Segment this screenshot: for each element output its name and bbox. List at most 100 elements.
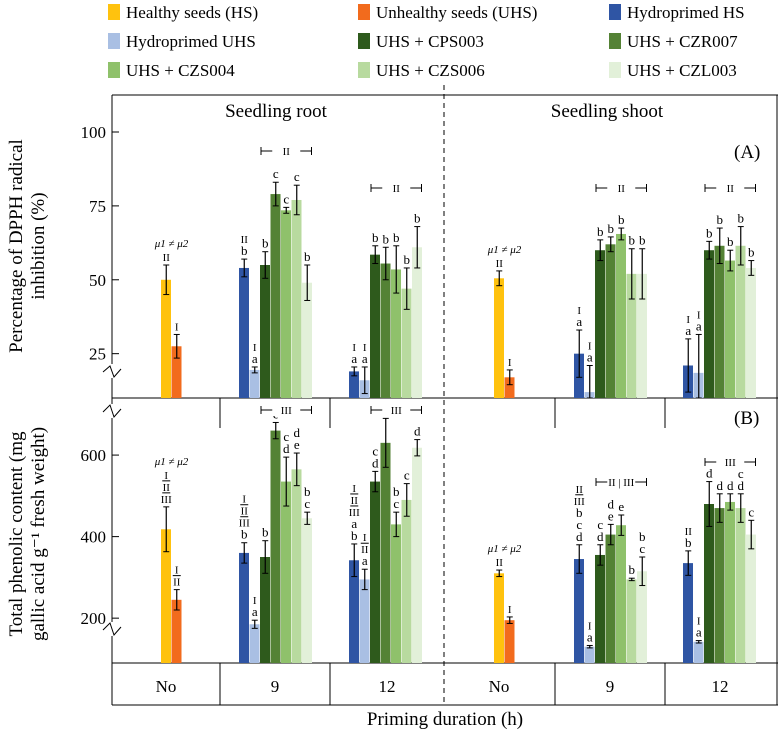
letter-label: c — [273, 166, 279, 181]
bar-shoot-12-czl003 — [746, 534, 756, 663]
roman-label: I — [352, 483, 356, 495]
axis-break-top — [102, 364, 122, 378]
letter-label: d — [414, 424, 421, 439]
letter-label: a — [696, 318, 702, 333]
letter-label: d — [372, 455, 379, 470]
letter-label: c — [748, 504, 754, 519]
bar-shoot-9-cps003 — [595, 554, 605, 663]
bar-root-12-hpuhs — [359, 579, 370, 663]
roman-label: II — [173, 577, 181, 589]
roman-label: I — [352, 342, 356, 354]
legend-label-hphs: Hydroprimed HS — [627, 3, 745, 22]
roman-label: I — [175, 321, 179, 333]
letter-label: b — [639, 529, 646, 544]
letter-label: c — [283, 191, 289, 206]
bar-shoot-9-czs004 — [616, 233, 626, 398]
letter-label: d — [597, 529, 604, 544]
column-title-root: Seedling root — [225, 101, 328, 122]
bar-root-12-czs004 — [391, 269, 401, 398]
bar-shoot-9-cps003 — [595, 250, 605, 398]
x-tick-shoot-9: 9 — [606, 677, 615, 696]
legend-swatch-cps003 — [358, 33, 370, 49]
letter-label: b — [351, 528, 358, 543]
roman-label: III — [574, 496, 585, 508]
letter-label: a — [587, 629, 593, 644]
letter-label: d — [576, 529, 583, 544]
mean-diff-note: μ1 ≠ μ2 — [154, 456, 189, 468]
bar-shoot-No-uhs — [504, 377, 515, 398]
letter-label: a — [576, 314, 582, 329]
roman-label: I — [508, 357, 512, 369]
column-title-shoot: Seedling shoot — [551, 101, 664, 122]
bar-shoot-9-hphs — [574, 559, 584, 663]
legend-label-czl003: UHS + CZL003 — [627, 61, 737, 80]
letter-label: d — [727, 478, 734, 493]
y-tick-label: 200 — [81, 609, 107, 628]
bar-root-9-czs006 — [291, 199, 302, 398]
legend-label-czs004: UHS + CZS004 — [126, 61, 235, 80]
letter-label: b — [738, 211, 745, 226]
y-tick-label: 25 — [89, 345, 106, 364]
letter-label: d — [608, 496, 615, 511]
roman-label: I — [686, 314, 690, 326]
letter-label: c — [738, 466, 744, 481]
roman-label: I — [363, 532, 367, 544]
bar-root-No-hs — [161, 529, 171, 663]
letter-label: b — [706, 225, 713, 240]
bar-root-No-uhs — [171, 599, 182, 663]
roman-label: I — [253, 595, 257, 607]
bar-root-12-czl003 — [412, 247, 422, 398]
letter-label: c — [597, 517, 603, 532]
letter-label: b — [717, 212, 724, 227]
letter-label: a — [685, 323, 691, 338]
x-tick-root-no: No — [156, 677, 177, 696]
letter-label: a — [362, 351, 368, 366]
bar-shoot-12-cps003 — [704, 504, 714, 663]
bar-root-12-czr007 — [380, 442, 391, 663]
letter-label: b — [639, 233, 646, 248]
roman-label: III — [161, 494, 172, 506]
roman-label: II — [241, 234, 249, 246]
bar-shoot-12-czs006 — [735, 508, 746, 663]
bar-root-12-czl003 — [412, 447, 422, 663]
y-tick-label: 600 — [81, 446, 107, 465]
x-tick-shoot-no: No — [489, 677, 510, 696]
roman-label: III — [239, 518, 250, 530]
letter-label: b — [304, 484, 311, 499]
letter-label: b — [262, 525, 269, 540]
mean-diff-note: μ1 ≠ μ2 — [487, 244, 522, 256]
letter-label: b — [304, 249, 311, 264]
x-tick-root-9: 9 — [271, 677, 280, 696]
bracket-label-bg — [716, 182, 745, 194]
bracket-label: II | III — [608, 477, 634, 489]
letter-label: b — [383, 231, 390, 246]
letter-label: a — [252, 351, 258, 366]
y-tick-label: 75 — [89, 197, 106, 216]
bar-root-12-czs004 — [391, 524, 401, 663]
bar-root-9-czl003 — [302, 282, 312, 398]
roman-label: I — [697, 309, 701, 321]
bracket-label: III — [725, 457, 736, 469]
bar-root-9-hphs — [239, 552, 249, 663]
bar-root-9-czr007 — [270, 430, 281, 663]
bar-shoot-9-czr007 — [605, 244, 616, 398]
legend-swatch-hpuhs — [108, 33, 120, 49]
roman-label: I — [164, 470, 168, 482]
roman-label: I — [175, 565, 179, 577]
letter-label: b — [241, 527, 248, 542]
legend-label-hpuhs: Hydroprimed UHS — [126, 32, 256, 51]
bar-root-9-czs004 — [281, 210, 291, 398]
letter-label: b — [404, 252, 411, 267]
bar-shoot-12-cps003 — [704, 250, 714, 398]
bar-shoot-12-czl003 — [746, 267, 756, 398]
letter-label: d — [738, 478, 745, 493]
letter-label: c — [393, 496, 399, 511]
bracket-label-bg — [716, 456, 745, 468]
letter-label: c — [404, 468, 410, 483]
roman-label: I — [588, 620, 592, 632]
letter-label: a — [351, 351, 357, 366]
roman-label: I — [697, 616, 701, 628]
legend-swatch-hphs — [609, 4, 621, 20]
letter-label: d — [294, 425, 301, 440]
